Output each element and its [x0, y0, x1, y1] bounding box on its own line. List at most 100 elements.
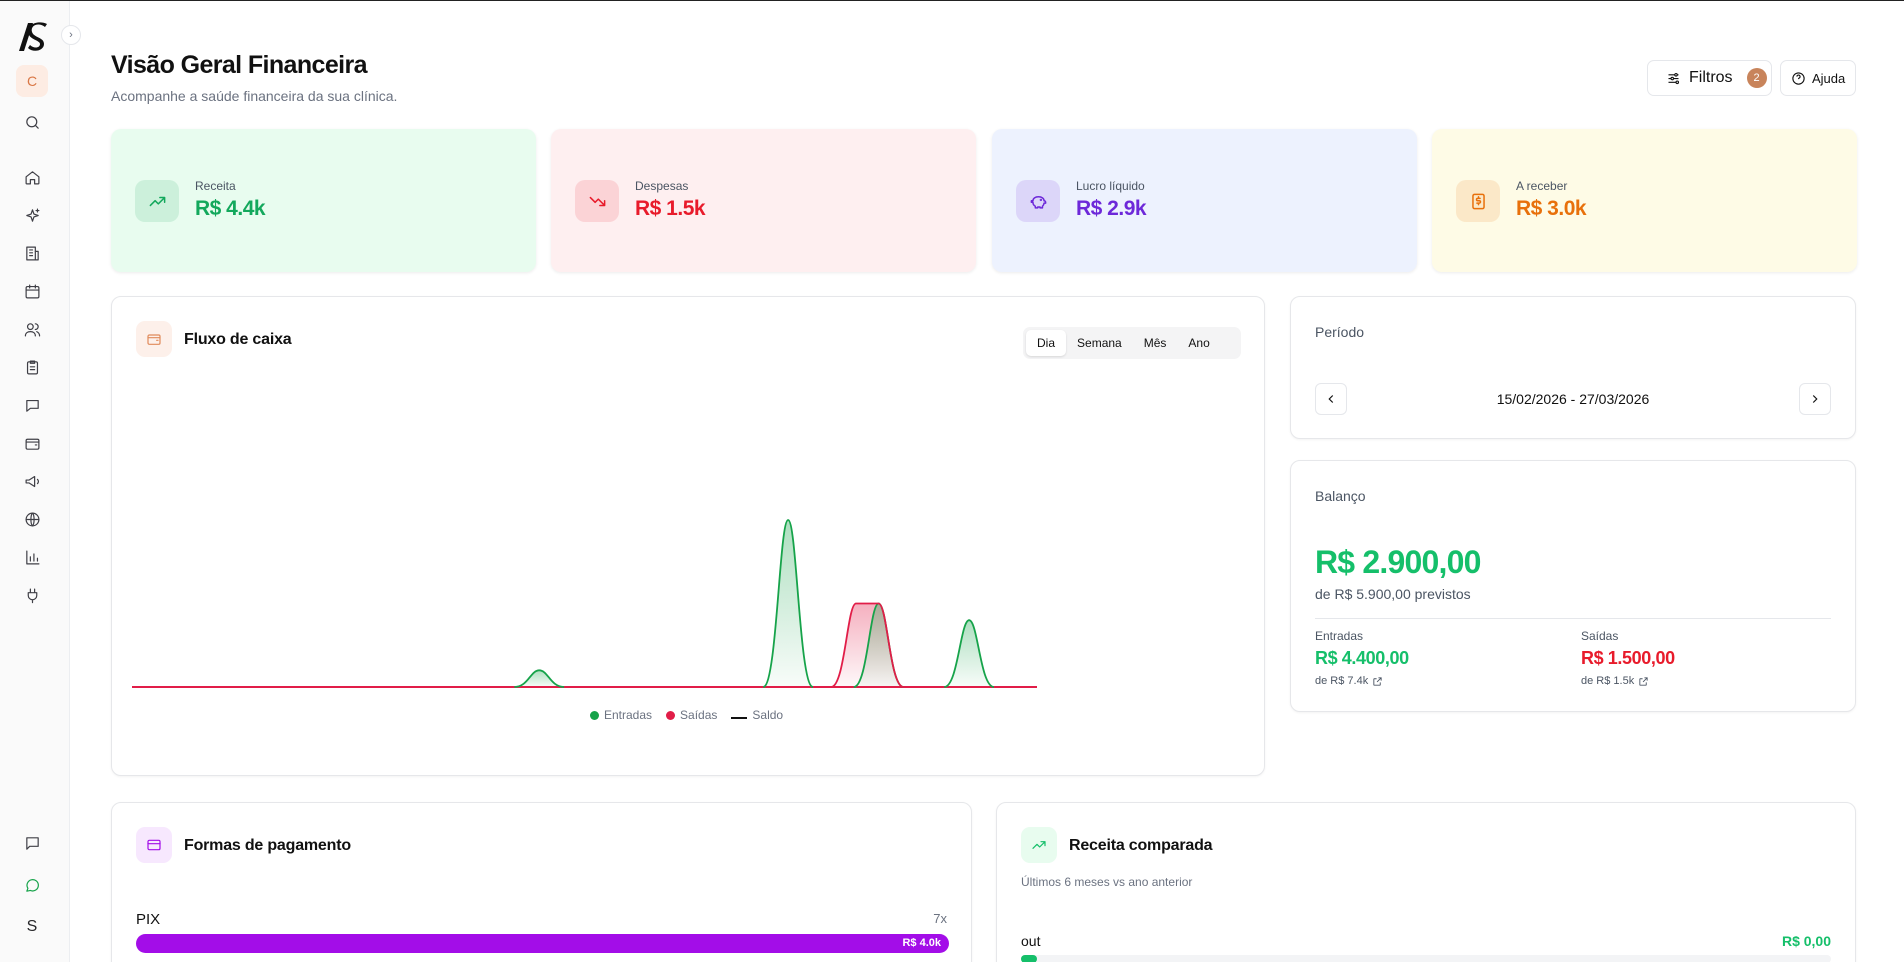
trending-down-icon [575, 180, 619, 222]
saidas-line[interactable] [830, 602, 904, 688]
cashflow-title: Fluxo de caixa [184, 331, 292, 348]
prev-period-button[interactable] [1315, 383, 1347, 415]
entradas-area [944, 620, 995, 687]
payment-methods-title: Formas de pagamento [184, 837, 351, 854]
sliders-icon [1668, 72, 1680, 84]
tab-dia[interactable]: Dia [1026, 330, 1067, 356]
trending-up-icon [1021, 827, 1057, 863]
plug-icon[interactable] [22, 585, 42, 605]
balance-label: Balanço [1315, 488, 1366, 504]
help-circle-icon [1792, 71, 1805, 85]
payment-method-label: PIX [136, 911, 161, 928]
legend-entradas[interactable]: Entradas [590, 708, 652, 722]
external-link-icon [1639, 676, 1648, 686]
chat-icon[interactable] [22, 395, 42, 415]
kpi-value: R$ 4.4k [195, 197, 266, 220]
entradas-area [514, 670, 565, 687]
legend-saidas[interactable]: Saídas [666, 708, 717, 722]
credit-card-icon [136, 827, 172, 863]
avatar[interactable]: C [16, 65, 48, 97]
user-initial[interactable]: S [26, 918, 38, 935]
divider [1315, 618, 1831, 619]
balance-entradas: Entradas R$ 4.400,00 de R$ 7.4k [1315, 629, 1409, 687]
chevron-right-icon [1812, 395, 1818, 403]
page-title: Visão Geral Financeira [111, 51, 368, 79]
clipboard-icon[interactable] [22, 357, 42, 377]
trending-up-icon [135, 180, 179, 222]
kpi-card-lucro-liquido: Lucro líquido R$ 2.9k [992, 129, 1417, 272]
cashflow-panel: Fluxo de caixa Dia Semana Mês Ano 19 de … [111, 296, 1265, 776]
payment-method-value: R$ 4.0k [902, 937, 941, 949]
search-icon[interactable] [22, 112, 42, 132]
calendar-icon[interactable] [22, 281, 42, 301]
entradas-sub[interactable]: de R$ 7.4k [1315, 675, 1409, 687]
money-icon [1456, 180, 1500, 222]
kpi-card-a-receber: A receber R$ 3.0k [1432, 129, 1857, 272]
entradas-point[interactable] [943, 619, 995, 688]
tab-ano[interactable]: Ano [1188, 336, 1210, 350]
home-icon[interactable] [22, 167, 42, 187]
saidas-value: R$ 1.500,00 [1581, 648, 1675, 668]
whatsapp-icon[interactable] [22, 875, 42, 895]
filters-count-badge: 2 [1746, 68, 1767, 88]
message-square-icon[interactable] [22, 833, 42, 853]
filters-button[interactable]: Filtros 2 [1647, 60, 1772, 96]
revenue-month-label: out [1021, 933, 1041, 949]
revenue-compare-title: Receita comparada [1069, 837, 1213, 854]
logo-icon[interactable] [17, 19, 49, 55]
kpi-label: Receita [195, 179, 236, 193]
kpi-value: R$ 2.9k [1076, 197, 1147, 220]
scrollbar-track[interactable] [1893, 1, 1904, 962]
balance-expected: de R$ 5.900,00 previstos [1315, 586, 1471, 602]
entradas-area [763, 520, 814, 687]
revenue-compare-panel: Receita comparada Últimos 6 meses vs ano… [996, 802, 1856, 962]
next-period-button[interactable] [1799, 383, 1831, 415]
globe-icon[interactable] [22, 509, 42, 529]
chevron-left-icon [1328, 395, 1334, 403]
sparkles-icon[interactable] [22, 205, 42, 225]
period-panel: Período 15/02/2026 - 27/03/2026 [1290, 296, 1856, 439]
chart-legend: Entradas Saídas Saldo [590, 708, 783, 722]
bar-chart-icon[interactable] [22, 547, 42, 567]
kpi-card-despesas: Despesas R$ 1.5k [551, 129, 976, 272]
kpi-label: Despesas [635, 179, 689, 193]
payment-methods-panel: Formas de pagamento PIX 7x R$ 4.0k [111, 802, 972, 962]
kpi-value: R$ 1.5k [635, 197, 706, 220]
help-button[interactable]: Ajuda [1780, 60, 1856, 96]
filters-label: Filtros [1689, 69, 1733, 86]
balance-saidas: Saídas R$ 1.500,00 de R$ 1.5k [1581, 629, 1675, 687]
payment-method-bar: R$ 4.0k [136, 934, 949, 953]
revenue-month-value: R$ 0,00 [1781, 933, 1831, 949]
sidebar: › C S [0, 1, 81, 962]
entradas-value: R$ 4.400,00 [1315, 648, 1409, 668]
tab-mes[interactable]: Mês [1143, 336, 1167, 350]
building-icon[interactable] [22, 243, 42, 263]
period-range: 15/02/2026 - 27/03/2026 [1496, 391, 1650, 407]
balance-panel: Balanço R$ 2.900,00 de R$ 5.900,00 previ… [1290, 460, 1856, 712]
kpi-card-receita: Receita R$ 4.4k [111, 129, 536, 272]
tab-semana[interactable]: Semana [1077, 336, 1122, 350]
kpi-value: R$ 3.0k [1516, 197, 1587, 220]
entradas-point[interactable] [514, 669, 565, 688]
help-label: Ajuda [1812, 70, 1846, 86]
entradas-point[interactable] [762, 519, 814, 688]
megaphone-icon[interactable] [22, 471, 42, 491]
balance-value: R$ 2.900,00 [1315, 544, 1481, 580]
revenue-month-fill [1021, 955, 1037, 962]
entradas-label: Entradas [1315, 629, 1364, 643]
payment-method-count: 7x [933, 911, 947, 926]
wallet-icon[interactable] [22, 433, 42, 453]
saidas-sub[interactable]: de R$ 1.5k [1581, 675, 1675, 687]
cashflow-chart: 19 de fev.25 de fev.02 de mar.08 de mar.… [132, 519, 1037, 688]
entradas-area [853, 603, 904, 687]
collapse-sidebar-button[interactable]: › [61, 25, 81, 45]
saidas-label: Saídas [1581, 629, 1619, 643]
period-label: Período [1315, 324, 1365, 340]
legend-saldo[interactable]: Saldo [731, 708, 783, 722]
wallet-icon [136, 321, 172, 357]
period-toggle: Dia Semana Mês Ano [1023, 327, 1241, 359]
users-icon[interactable] [22, 319, 42, 339]
piggy-bank-icon [1016, 180, 1060, 222]
kpi-label: Lucro líquido [1076, 179, 1145, 193]
external-link-icon [1373, 676, 1382, 686]
